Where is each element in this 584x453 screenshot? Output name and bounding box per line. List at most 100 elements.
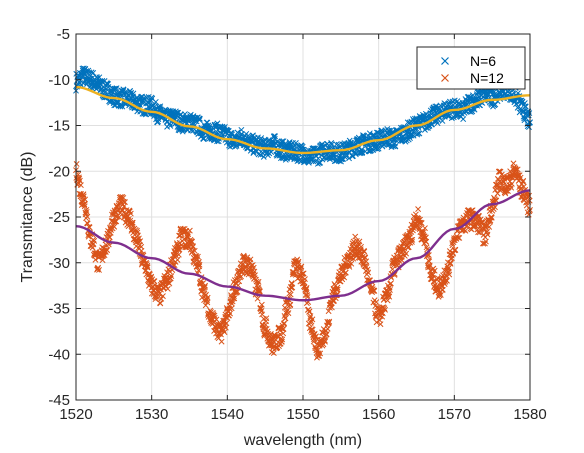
data-point — [218, 338, 225, 345]
data-point — [263, 315, 270, 322]
x-tick-label: 1530 — [135, 406, 168, 423]
data-point — [307, 313, 314, 320]
data-point — [313, 333, 319, 340]
data-point — [409, 239, 415, 245]
data-point — [409, 236, 416, 243]
data-point — [151, 278, 158, 285]
data-point — [384, 297, 391, 304]
data-point — [303, 285, 310, 291]
x-tick-label: 1560 — [362, 406, 395, 423]
data-point — [81, 203, 88, 210]
data-point — [317, 159, 324, 166]
data-point — [499, 182, 506, 189]
data-point — [176, 246, 183, 253]
data-point — [84, 213, 91, 220]
data-point — [99, 77, 106, 84]
y-tick-label: -35 — [48, 301, 70, 318]
data-point — [309, 326, 316, 333]
x-axis-label: wavelength (nm) — [243, 432, 362, 449]
data-point — [484, 231, 491, 238]
data-point — [492, 204, 498, 211]
data-point — [252, 272, 258, 279]
data-point — [127, 210, 134, 217]
data-point — [101, 247, 108, 254]
data-point — [190, 243, 197, 250]
data-point — [523, 202, 530, 209]
data-point — [256, 288, 263, 295]
data-point — [460, 116, 467, 123]
data-point — [365, 269, 372, 276]
data-point — [110, 218, 117, 225]
data-point — [196, 115, 203, 122]
data-point — [386, 293, 393, 300]
data-point — [270, 350, 277, 357]
data-point — [317, 350, 324, 357]
data-point — [439, 118, 446, 124]
data-point — [129, 219, 136, 226]
data-point — [338, 156, 345, 163]
data-point — [431, 267, 438, 274]
data-point — [152, 98, 159, 105]
data-point — [196, 263, 203, 270]
data-point — [157, 300, 164, 307]
data-point — [348, 260, 355, 267]
data-point — [106, 234, 113, 241]
y-axis-label: Transmitance (dB) — [19, 152, 36, 283]
data-point — [357, 150, 364, 156]
data-point — [361, 248, 368, 255]
data-point — [353, 243, 360, 250]
data-point — [508, 180, 515, 187]
data-point — [446, 248, 453, 255]
data-point — [328, 140, 335, 146]
data-point — [352, 233, 359, 240]
data-point — [423, 238, 430, 245]
data-point — [244, 145, 251, 152]
data-point — [471, 106, 478, 113]
data-point — [104, 247, 111, 254]
data-point — [174, 109, 181, 116]
data-point — [392, 143, 399, 150]
data-point — [91, 237, 98, 244]
x-tick-label: 1580 — [513, 406, 546, 423]
data-point — [526, 110, 533, 117]
data-point — [328, 304, 335, 311]
data-point — [134, 227, 140, 234]
legend-box — [416, 46, 526, 90]
data-point — [196, 261, 203, 268]
data-point — [292, 140, 299, 146]
data-point — [448, 255, 455, 262]
data-point — [291, 156, 298, 163]
data-point — [418, 220, 425, 227]
data-point — [387, 280, 394, 287]
x-tick-label: 1550 — [286, 406, 319, 423]
data-point — [492, 101, 499, 108]
data-point — [138, 247, 145, 254]
data-point — [230, 293, 237, 300]
data-point — [129, 221, 136, 228]
data-point — [186, 227, 193, 234]
data-point — [228, 305, 235, 312]
y-tick-label: -25 — [48, 209, 70, 226]
y-tick-label: -15 — [48, 118, 70, 135]
data-point — [382, 306, 388, 313]
data-point — [88, 69, 95, 76]
data-point — [280, 325, 287, 332]
data-point — [303, 286, 310, 293]
data-point — [166, 280, 173, 287]
data-point — [204, 294, 211, 301]
data-point — [144, 264, 151, 271]
data-point — [81, 201, 88, 208]
data-point — [452, 247, 459, 254]
data-point — [455, 234, 461, 241]
data-point — [221, 329, 228, 336]
data-point — [297, 265, 304, 272]
data-point — [341, 274, 348, 281]
data-point — [416, 130, 423, 137]
x-tick-label: 1570 — [438, 406, 471, 423]
data-point — [371, 287, 378, 294]
data-point — [155, 294, 161, 301]
data-point — [191, 247, 198, 254]
data-point — [223, 320, 230, 327]
data-point — [137, 238, 144, 245]
data-point — [156, 290, 163, 297]
